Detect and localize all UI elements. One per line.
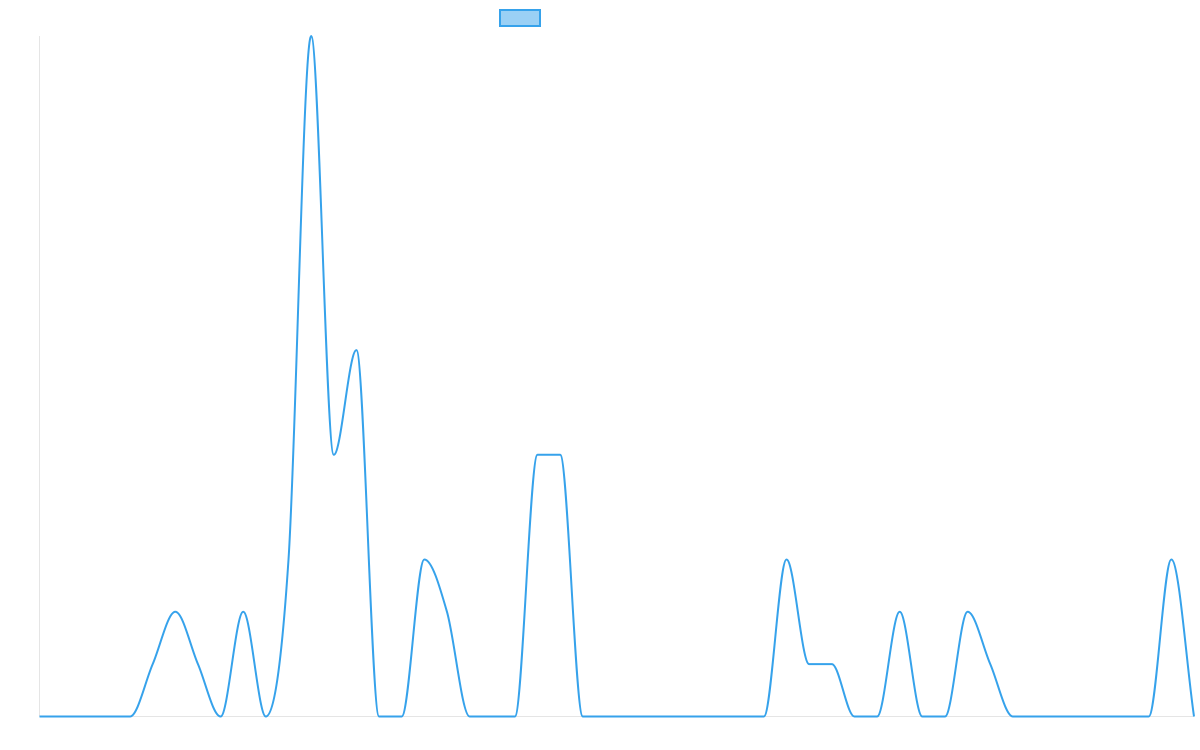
legend [499, 9, 541, 27]
legend-swatch[interactable] [499, 9, 541, 27]
series-line [39, 35, 1195, 718]
axes [39, 36, 1194, 717]
series-layer [39, 35, 1195, 718]
